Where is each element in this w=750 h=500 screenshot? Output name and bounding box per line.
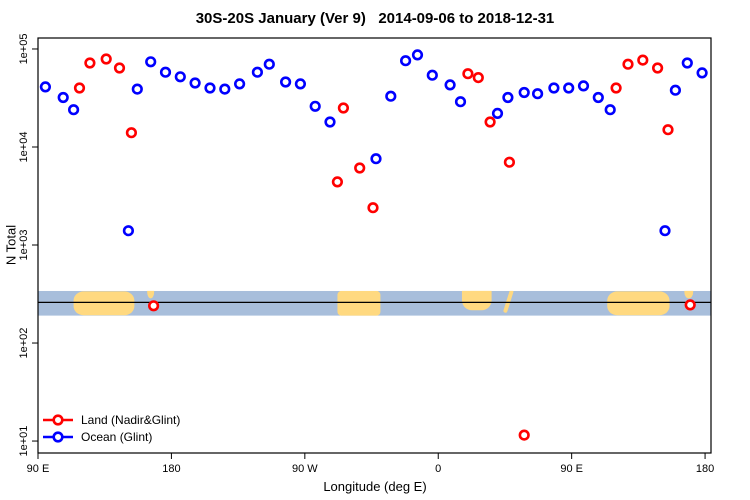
land-point [84, 57, 96, 69]
land-point [337, 102, 350, 114]
ocean-point [426, 69, 438, 81]
ocean-point [189, 77, 201, 89]
y-tick-label: 1e+01 [18, 426, 30, 457]
legend: Land (Nadir&Glint) Ocean (Glint) [42, 411, 180, 445]
x-tick-label: 90 W [292, 463, 318, 475]
y-tick-label: 1e+03 [18, 230, 30, 261]
ocean-point [324, 116, 336, 128]
land-point [518, 429, 530, 441]
band-land-south-america [337, 290, 381, 316]
ocean-point [263, 58, 275, 70]
legend-item-land: Land (Nadir&Glint) [42, 411, 180, 428]
ocean-point [669, 84, 682, 96]
land-marker-icon [43, 413, 73, 426]
land-point [73, 82, 86, 94]
ocean-point [234, 78, 246, 90]
ocean-point [251, 66, 263, 78]
ocean-point [659, 225, 671, 237]
plot-box [37, 37, 712, 454]
ocean-point [370, 153, 382, 165]
y-tick-label: 1e+05 [18, 34, 30, 65]
ocean-point [531, 88, 544, 100]
land-point [472, 71, 484, 84]
land-point [125, 127, 137, 139]
band-land-island-speck-west [147, 290, 155, 299]
ocean-point [309, 100, 321, 112]
land-point [113, 62, 126, 74]
ocean-point [57, 91, 69, 104]
land-point [331, 176, 344, 188]
ocean-point [280, 76, 292, 88]
land-point [367, 202, 379, 214]
band-land-australia-west [73, 291, 135, 316]
ocean-point [219, 83, 231, 95]
land-point [100, 53, 112, 65]
ocean-point [502, 91, 514, 104]
ocean-point [454, 96, 467, 108]
land-point [462, 68, 474, 80]
land-point [637, 54, 649, 66]
ocean-point [385, 90, 397, 102]
map-band [38, 290, 711, 316]
band-land-madagascar [503, 290, 514, 313]
land-point [484, 116, 496, 128]
legend-label-ocean: Ocean (Glint) [81, 429, 153, 444]
y-axis-title: N Total [3, 224, 19, 266]
land-point [610, 82, 622, 94]
y-tick-label: 1e+04 [18, 132, 30, 163]
band-land-island-speck-east [684, 290, 694, 299]
ocean-point [400, 55, 412, 67]
ocean-point [131, 83, 143, 95]
x-tick-label: 180 [162, 463, 180, 475]
ocean-point [696, 67, 708, 79]
land-point [684, 299, 696, 311]
x-tick-label: 0 [435, 463, 441, 475]
x-axis-title: Longitude (deg E) [323, 479, 427, 494]
land-point [148, 300, 160, 312]
ocean-point [411, 49, 424, 61]
ocean-point [681, 57, 693, 69]
ocean-point [592, 91, 604, 104]
land-point [662, 124, 674, 136]
ocean-point [548, 82, 560, 94]
ocean-point [444, 79, 456, 91]
legend-item-ocean: Ocean (Glint) [42, 428, 180, 445]
ocean-point [563, 82, 575, 94]
legend-label-land: Land (Nadir&Glint) [81, 412, 181, 427]
ocean-point [204, 82, 216, 94]
x-tick-label: 180 [696, 463, 714, 475]
band-land-australia-east [607, 291, 670, 316]
ocean-point [491, 107, 504, 119]
ocean-point [39, 81, 52, 93]
ocean-point [604, 104, 616, 116]
chart-title: 30S-20S January (Ver 9) 2014-09-06 to 20… [195, 10, 555, 27]
y-tick-label: 1e+02 [18, 328, 30, 359]
ocean-point [294, 78, 307, 90]
ocean-point [122, 225, 134, 237]
land-point [622, 58, 634, 70]
ocean-point [67, 104, 80, 116]
land-point [354, 162, 366, 174]
ocean-marker-icon [43, 430, 73, 443]
ocean-point [145, 56, 157, 68]
x-tick-label: 90 E [27, 463, 50, 475]
ocean-point [518, 86, 530, 99]
ocean-point [159, 66, 172, 78]
land-point [503, 156, 516, 168]
ocean-point [174, 71, 186, 83]
land-point [651, 62, 664, 74]
ocean-point [577, 80, 590, 92]
x-tick-label: 90 E [560, 463, 583, 475]
band-land-southern-africa [461, 290, 492, 311]
